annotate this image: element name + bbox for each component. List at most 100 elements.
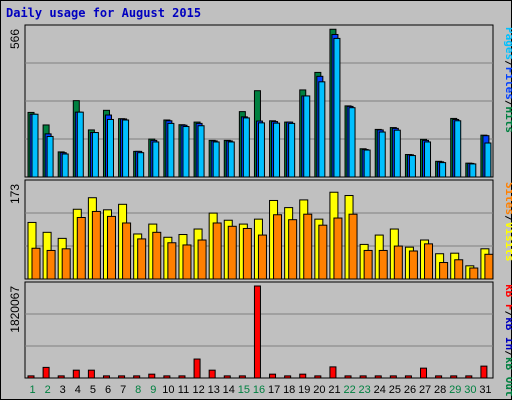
bar-sites-day-4	[76, 216, 86, 280]
bar-sites-day-7	[122, 222, 132, 280]
day-label-16: 16	[253, 384, 265, 396]
bar-kb-f-day-20	[314, 375, 322, 379]
right-label-bottom: kB F/kB In/kB Out	[503, 284, 512, 397]
bar-kb-f-day-10	[163, 375, 171, 379]
day-label-13: 13	[208, 384, 220, 396]
bar-kb-f-day-28	[435, 375, 443, 379]
bar-kb-f-day-13	[208, 369, 216, 379]
bar-pages-day-5	[91, 132, 99, 178]
bar-kb-f-day-8	[133, 375, 141, 379]
bar-kb-f-day-31	[480, 365, 488, 379]
bar-pages-day-13	[212, 141, 220, 178]
bar-sites-day-6	[106, 215, 116, 280]
bar-sites-day-19	[303, 213, 313, 280]
day-label-21: 21	[328, 384, 340, 396]
bar-pages-day-20	[318, 81, 326, 178]
bar-kb-f-day-16	[253, 285, 261, 379]
day-label-23: 23	[359, 384, 371, 396]
bar-kb-f-day-19	[299, 373, 307, 379]
bar-pages-day-26	[408, 155, 416, 178]
day-label-3: 3	[60, 384, 66, 396]
bar-kb-f-day-3	[57, 375, 65, 379]
day-label-30: 30	[464, 384, 476, 396]
max-label-hits-files-pages: 566	[8, 29, 22, 49]
max-label-visits-sites: 173	[8, 184, 22, 204]
bar-pages-day-10	[167, 122, 175, 178]
bar-pages-day-9	[152, 141, 160, 178]
bar-sites-day-27	[424, 243, 434, 280]
bar-pages-day-15	[242, 117, 250, 178]
bar-pages-day-25	[393, 129, 401, 178]
right-label-part: Pages	[503, 27, 512, 60]
bar-kb-f-day-15	[238, 375, 246, 379]
bar-pages-day-31	[484, 142, 492, 178]
bar-kb-f-day-2	[42, 366, 50, 379]
day-label-12: 12	[192, 384, 204, 396]
day-label-24: 24	[374, 384, 386, 396]
bar-kb-f-day-26	[404, 375, 412, 379]
bar-sites-day-14	[227, 225, 237, 280]
bar-sites-day-13	[212, 222, 222, 280]
bar-pages-day-30	[469, 163, 477, 178]
bar-kb-f-day-24	[374, 375, 382, 379]
bar-sites-day-29	[454, 259, 464, 280]
bar-sites-day-15	[242, 227, 252, 280]
bar-sites-day-10	[167, 242, 177, 280]
bar-kb-f-day-25	[389, 375, 397, 379]
right-label-part: /	[503, 215, 512, 222]
day-label-31: 31	[479, 384, 491, 396]
day-label-5: 5	[90, 384, 96, 396]
day-label-20: 20	[313, 384, 325, 396]
bar-pages-day-28	[439, 162, 447, 178]
bar-sites-day-9	[152, 231, 162, 280]
bar-sites-day-31	[484, 253, 494, 280]
bar-pages-day-23	[363, 149, 371, 178]
day-label-19: 19	[298, 384, 310, 396]
right-label-part: Hits	[503, 107, 512, 134]
day-label-4: 4	[75, 384, 81, 396]
day-label-14: 14	[223, 384, 235, 396]
bar-pages-day-8	[137, 152, 145, 178]
day-label-6: 6	[105, 384, 111, 396]
right-label-part: /	[503, 311, 512, 318]
bar-kb-f-day-1	[27, 375, 35, 379]
day-label-1: 1	[29, 384, 35, 396]
bar-kb-f-day-22	[344, 375, 352, 379]
bar-kb-f-day-11	[178, 375, 186, 379]
right-label-part: Visits	[503, 222, 512, 262]
bar-sites-day-2	[46, 249, 56, 280]
day-label-10: 10	[162, 384, 174, 396]
bar-kb-f-day-5	[87, 369, 95, 379]
bar-sites-day-22	[348, 213, 358, 280]
bar-pages-day-14	[227, 141, 235, 178]
bar-sites-day-12	[197, 239, 207, 280]
bar-sites-day-3	[61, 248, 71, 280]
bar-sites-day-23	[363, 249, 373, 280]
bar-pages-day-1	[31, 113, 39, 178]
bar-kb-f-day-7	[118, 375, 126, 379]
right-label-part: kB F	[503, 284, 512, 311]
bar-pages-day-6	[106, 118, 114, 178]
day-label-29: 29	[449, 384, 461, 396]
bar-kb-f-day-27	[420, 367, 428, 379]
bar-sites-day-1	[31, 247, 41, 280]
bar-kb-f-day-18	[284, 375, 292, 379]
bar-sites-day-11	[182, 244, 192, 280]
bar-pages-day-11	[182, 126, 190, 178]
max-label-kbytes: 1820067	[8, 286, 22, 333]
bar-sites-day-26	[408, 250, 418, 280]
bar-pages-day-19	[303, 95, 311, 178]
bar-pages-day-24	[378, 131, 386, 178]
bar-sites-day-24	[378, 249, 388, 280]
bar-pages-day-7	[122, 119, 130, 178]
bar-pages-day-21	[333, 37, 341, 178]
day-label-7: 7	[120, 384, 126, 396]
bar-kb-f-day-21	[329, 366, 337, 379]
bar-kb-f-day-29	[450, 375, 458, 379]
day-label-26: 26	[404, 384, 416, 396]
bar-sites-day-16	[257, 234, 267, 280]
bar-pages-day-17	[273, 122, 281, 178]
day-label-2: 2	[45, 384, 51, 396]
bar-pages-day-16	[257, 122, 265, 178]
